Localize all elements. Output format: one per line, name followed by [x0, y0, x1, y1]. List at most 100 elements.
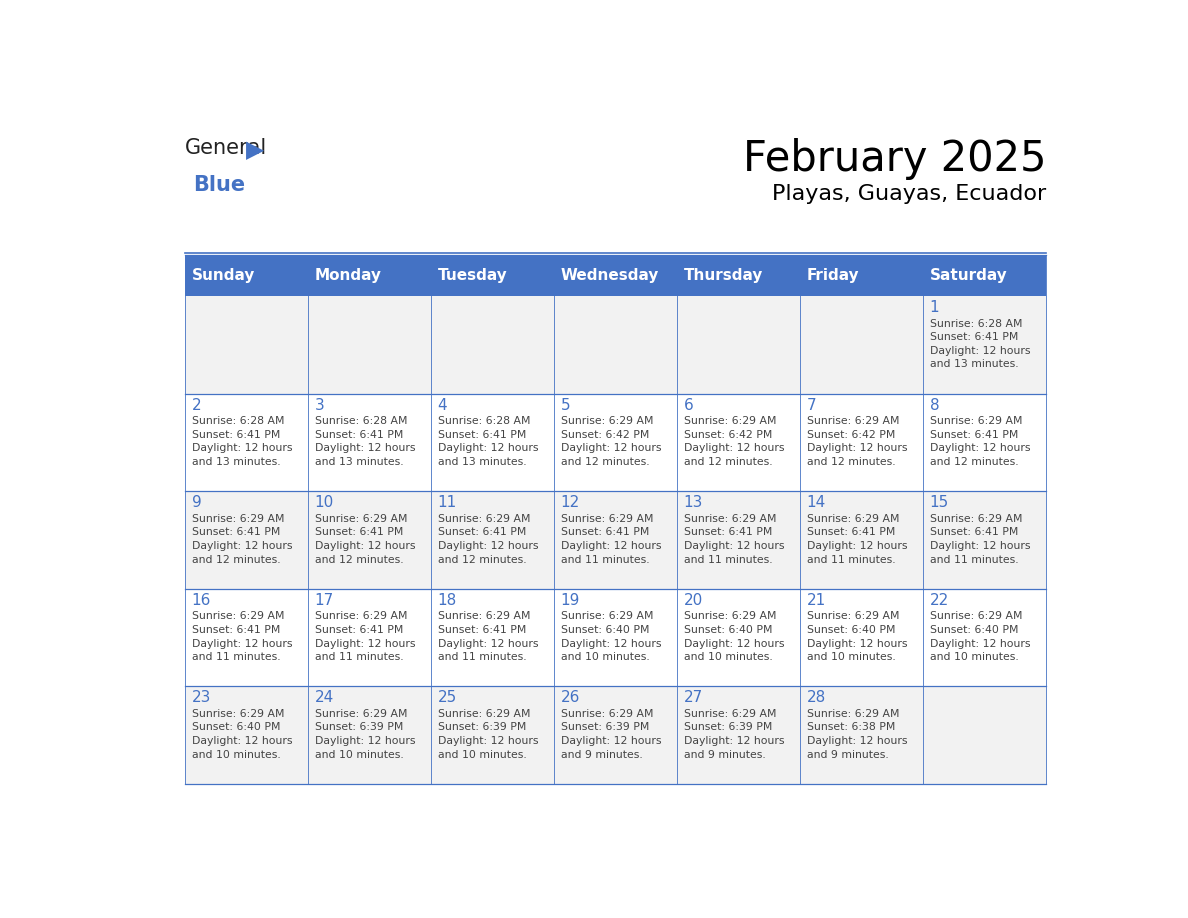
Bar [185, 588, 309, 687]
Text: Sunrise: 6:29 AM
Sunset: 6:40 PM
Daylight: 12 hours
and 10 minutes.: Sunrise: 6:29 AM Sunset: 6:40 PM Dayligh… [807, 611, 908, 662]
Text: Sunrise: 6:29 AM
Sunset: 6:41 PM
Daylight: 12 hours
and 11 minutes.: Sunrise: 6:29 AM Sunset: 6:41 PM Dayligh… [437, 611, 538, 662]
Text: 8: 8 [930, 397, 940, 413]
Bar [431, 491, 555, 588]
Text: Sunrise: 6:29 AM
Sunset: 6:41 PM
Daylight: 12 hours
and 11 minutes.: Sunrise: 6:29 AM Sunset: 6:41 PM Dayligh… [683, 514, 784, 565]
Text: 23: 23 [191, 690, 211, 706]
Bar [923, 588, 1047, 687]
Bar [555, 394, 677, 491]
Text: Sunrise: 6:28 AM
Sunset: 6:41 PM
Daylight: 12 hours
and 13 minutes.: Sunrise: 6:28 AM Sunset: 6:41 PM Dayligh… [191, 416, 292, 467]
Text: Sunrise: 6:29 AM
Sunset: 6:39 PM
Daylight: 12 hours
and 9 minutes.: Sunrise: 6:29 AM Sunset: 6:39 PM Dayligh… [683, 709, 784, 760]
Text: Sunrise: 6:29 AM
Sunset: 6:40 PM
Daylight: 12 hours
and 10 minutes.: Sunrise: 6:29 AM Sunset: 6:40 PM Dayligh… [930, 611, 1030, 662]
Text: Tuesday: Tuesday [437, 268, 507, 283]
Text: Sunrise: 6:28 AM
Sunset: 6:41 PM
Daylight: 12 hours
and 13 minutes.: Sunrise: 6:28 AM Sunset: 6:41 PM Dayligh… [315, 416, 416, 467]
Bar [555, 297, 677, 394]
Text: 21: 21 [807, 593, 826, 608]
Text: Sunrise: 6:29 AM
Sunset: 6:41 PM
Daylight: 12 hours
and 12 minutes.: Sunrise: 6:29 AM Sunset: 6:41 PM Dayligh… [191, 514, 292, 565]
Text: Sunday: Sunday [191, 268, 255, 283]
Text: 1: 1 [930, 300, 940, 315]
Text: Sunrise: 6:29 AM
Sunset: 6:40 PM
Daylight: 12 hours
and 10 minutes.: Sunrise: 6:29 AM Sunset: 6:40 PM Dayligh… [683, 611, 784, 662]
Bar [185, 255, 309, 297]
Bar [431, 687, 555, 784]
Text: General: General [185, 139, 267, 159]
Text: Sunrise: 6:29 AM
Sunset: 6:41 PM
Daylight: 12 hours
and 12 minutes.: Sunrise: 6:29 AM Sunset: 6:41 PM Dayligh… [315, 514, 416, 565]
Bar [431, 297, 555, 394]
Text: 25: 25 [437, 690, 457, 706]
Bar [555, 491, 677, 588]
Bar [801, 491, 923, 588]
Text: 2: 2 [191, 397, 202, 413]
Text: Saturday: Saturday [930, 268, 1007, 283]
Text: 12: 12 [561, 496, 580, 510]
Text: Sunrise: 6:29 AM
Sunset: 6:41 PM
Daylight: 12 hours
and 11 minutes.: Sunrise: 6:29 AM Sunset: 6:41 PM Dayligh… [561, 514, 662, 565]
Text: Sunrise: 6:29 AM
Sunset: 6:41 PM
Daylight: 12 hours
and 12 minutes.: Sunrise: 6:29 AM Sunset: 6:41 PM Dayligh… [437, 514, 538, 565]
Text: Wednesday: Wednesday [561, 268, 659, 283]
Text: Sunrise: 6:29 AM
Sunset: 6:41 PM
Daylight: 12 hours
and 11 minutes.: Sunrise: 6:29 AM Sunset: 6:41 PM Dayligh… [191, 611, 292, 662]
Text: 17: 17 [315, 593, 334, 608]
Text: Sunrise: 6:29 AM
Sunset: 6:42 PM
Daylight: 12 hours
and 12 minutes.: Sunrise: 6:29 AM Sunset: 6:42 PM Dayligh… [807, 416, 908, 467]
Text: 5: 5 [561, 397, 570, 413]
Text: 20: 20 [683, 593, 703, 608]
Bar [309, 297, 431, 394]
Text: Sunrise: 6:29 AM
Sunset: 6:41 PM
Daylight: 12 hours
and 11 minutes.: Sunrise: 6:29 AM Sunset: 6:41 PM Dayligh… [315, 611, 416, 662]
Text: Sunrise: 6:29 AM
Sunset: 6:40 PM
Daylight: 12 hours
and 10 minutes.: Sunrise: 6:29 AM Sunset: 6:40 PM Dayligh… [561, 611, 662, 662]
Bar [801, 588, 923, 687]
Text: 24: 24 [315, 690, 334, 706]
Bar [801, 394, 923, 491]
Bar [923, 687, 1047, 784]
Text: 13: 13 [683, 496, 703, 510]
Bar [555, 687, 677, 784]
Text: 16: 16 [191, 593, 211, 608]
Bar [309, 588, 431, 687]
Text: Sunrise: 6:29 AM
Sunset: 6:41 PM
Daylight: 12 hours
and 11 minutes.: Sunrise: 6:29 AM Sunset: 6:41 PM Dayligh… [930, 514, 1030, 565]
Text: Sunrise: 6:28 AM
Sunset: 6:41 PM
Daylight: 12 hours
and 13 minutes.: Sunrise: 6:28 AM Sunset: 6:41 PM Dayligh… [437, 416, 538, 467]
Bar [431, 255, 555, 297]
Text: Playas, Guayas, Ecuador: Playas, Guayas, Ecuador [772, 185, 1047, 205]
Text: 11: 11 [437, 496, 457, 510]
Text: Sunrise: 6:29 AM
Sunset: 6:40 PM
Daylight: 12 hours
and 10 minutes.: Sunrise: 6:29 AM Sunset: 6:40 PM Dayligh… [191, 709, 292, 760]
Bar [677, 255, 801, 297]
Text: Sunrise: 6:29 AM
Sunset: 6:42 PM
Daylight: 12 hours
and 12 minutes.: Sunrise: 6:29 AM Sunset: 6:42 PM Dayligh… [561, 416, 662, 467]
Bar [185, 297, 309, 394]
Text: 4: 4 [437, 397, 448, 413]
Text: Sunrise: 6:29 AM
Sunset: 6:41 PM
Daylight: 12 hours
and 12 minutes.: Sunrise: 6:29 AM Sunset: 6:41 PM Dayligh… [930, 416, 1030, 467]
Bar [923, 394, 1047, 491]
Bar [431, 588, 555, 687]
Text: Sunrise: 6:29 AM
Sunset: 6:39 PM
Daylight: 12 hours
and 10 minutes.: Sunrise: 6:29 AM Sunset: 6:39 PM Dayligh… [437, 709, 538, 760]
Bar [309, 255, 431, 297]
Text: 6: 6 [683, 397, 694, 413]
Text: Sunrise: 6:29 AM
Sunset: 6:42 PM
Daylight: 12 hours
and 12 minutes.: Sunrise: 6:29 AM Sunset: 6:42 PM Dayligh… [683, 416, 784, 467]
Bar [185, 491, 309, 588]
Bar [185, 394, 309, 491]
Bar [309, 394, 431, 491]
Text: 28: 28 [807, 690, 826, 706]
Bar [677, 588, 801, 687]
Text: 3: 3 [315, 397, 324, 413]
Bar [185, 687, 309, 784]
Text: 10: 10 [315, 496, 334, 510]
Bar [923, 491, 1047, 588]
Bar [801, 255, 923, 297]
Text: 15: 15 [930, 496, 949, 510]
Text: 9: 9 [191, 496, 202, 510]
Text: 7: 7 [807, 397, 816, 413]
Text: 14: 14 [807, 496, 826, 510]
Text: Monday: Monday [315, 268, 381, 283]
Text: Sunrise: 6:29 AM
Sunset: 6:38 PM
Daylight: 12 hours
and 9 minutes.: Sunrise: 6:29 AM Sunset: 6:38 PM Dayligh… [807, 709, 908, 760]
Bar [923, 255, 1047, 297]
Bar [677, 491, 801, 588]
Text: Sunrise: 6:29 AM
Sunset: 6:41 PM
Daylight: 12 hours
and 11 minutes.: Sunrise: 6:29 AM Sunset: 6:41 PM Dayligh… [807, 514, 908, 565]
Bar [923, 297, 1047, 394]
Text: Sunrise: 6:29 AM
Sunset: 6:39 PM
Daylight: 12 hours
and 10 minutes.: Sunrise: 6:29 AM Sunset: 6:39 PM Dayligh… [315, 709, 416, 760]
Bar [309, 491, 431, 588]
Text: Sunrise: 6:29 AM
Sunset: 6:39 PM
Daylight: 12 hours
and 9 minutes.: Sunrise: 6:29 AM Sunset: 6:39 PM Dayligh… [561, 709, 662, 760]
Bar [555, 255, 677, 297]
Text: Sunrise: 6:28 AM
Sunset: 6:41 PM
Daylight: 12 hours
and 13 minutes.: Sunrise: 6:28 AM Sunset: 6:41 PM Dayligh… [930, 319, 1030, 369]
Text: 27: 27 [683, 690, 703, 706]
Text: Blue: Blue [192, 175, 245, 196]
Bar [677, 297, 801, 394]
Bar [677, 394, 801, 491]
Bar [309, 687, 431, 784]
Text: Thursday: Thursday [683, 268, 763, 283]
Text: February 2025: February 2025 [742, 139, 1047, 181]
Text: 18: 18 [437, 593, 457, 608]
